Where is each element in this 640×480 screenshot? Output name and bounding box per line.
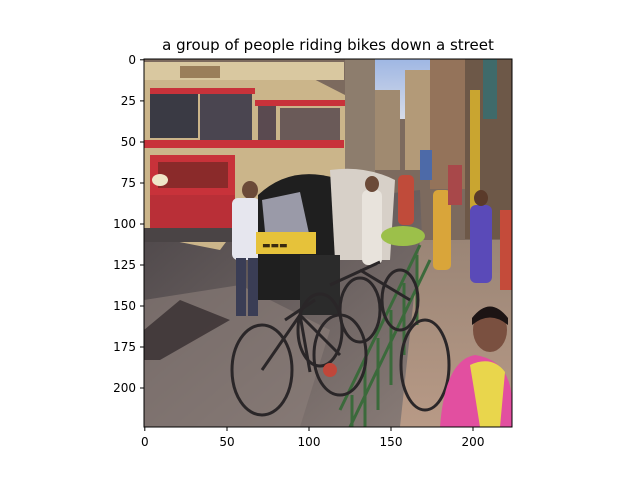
man-white-shirt [232,181,260,316]
y-tick-label: 25 [121,94,136,108]
y-axis: 0 25 50 75 100 125 150 175 200 [113,53,144,395]
x-tick-label: 150 [380,435,403,449]
y-tick-label: 100 [113,217,136,231]
woman-pink-saree [440,306,512,427]
y-tick-label: 125 [113,258,136,272]
x-axis: 0 50 100 150 200 [141,427,484,449]
svg-text:▬▬▬: ▬▬▬ [262,241,288,251]
x-tick-label: 50 [219,435,234,449]
fruit-cart [381,226,425,246]
x-tick-label: 100 [298,435,321,449]
y-tick-label: 175 [113,340,136,354]
y-tick-label: 75 [121,176,136,190]
y-tick-label: 50 [121,135,136,149]
y-tick-label: 200 [113,381,136,395]
street-photo-image: ▬▬▬ [144,59,512,427]
y-tick-label: 150 [113,299,136,313]
figure-title: a group of people riding bikes down a st… [162,36,494,54]
parked-bicycles [230,260,451,417]
x-tick-label: 200 [462,435,485,449]
y-tick-label: 0 [128,53,136,67]
x-tick-label: 0 [141,435,149,449]
crowd [362,150,512,290]
axes-frame [143,58,513,428]
